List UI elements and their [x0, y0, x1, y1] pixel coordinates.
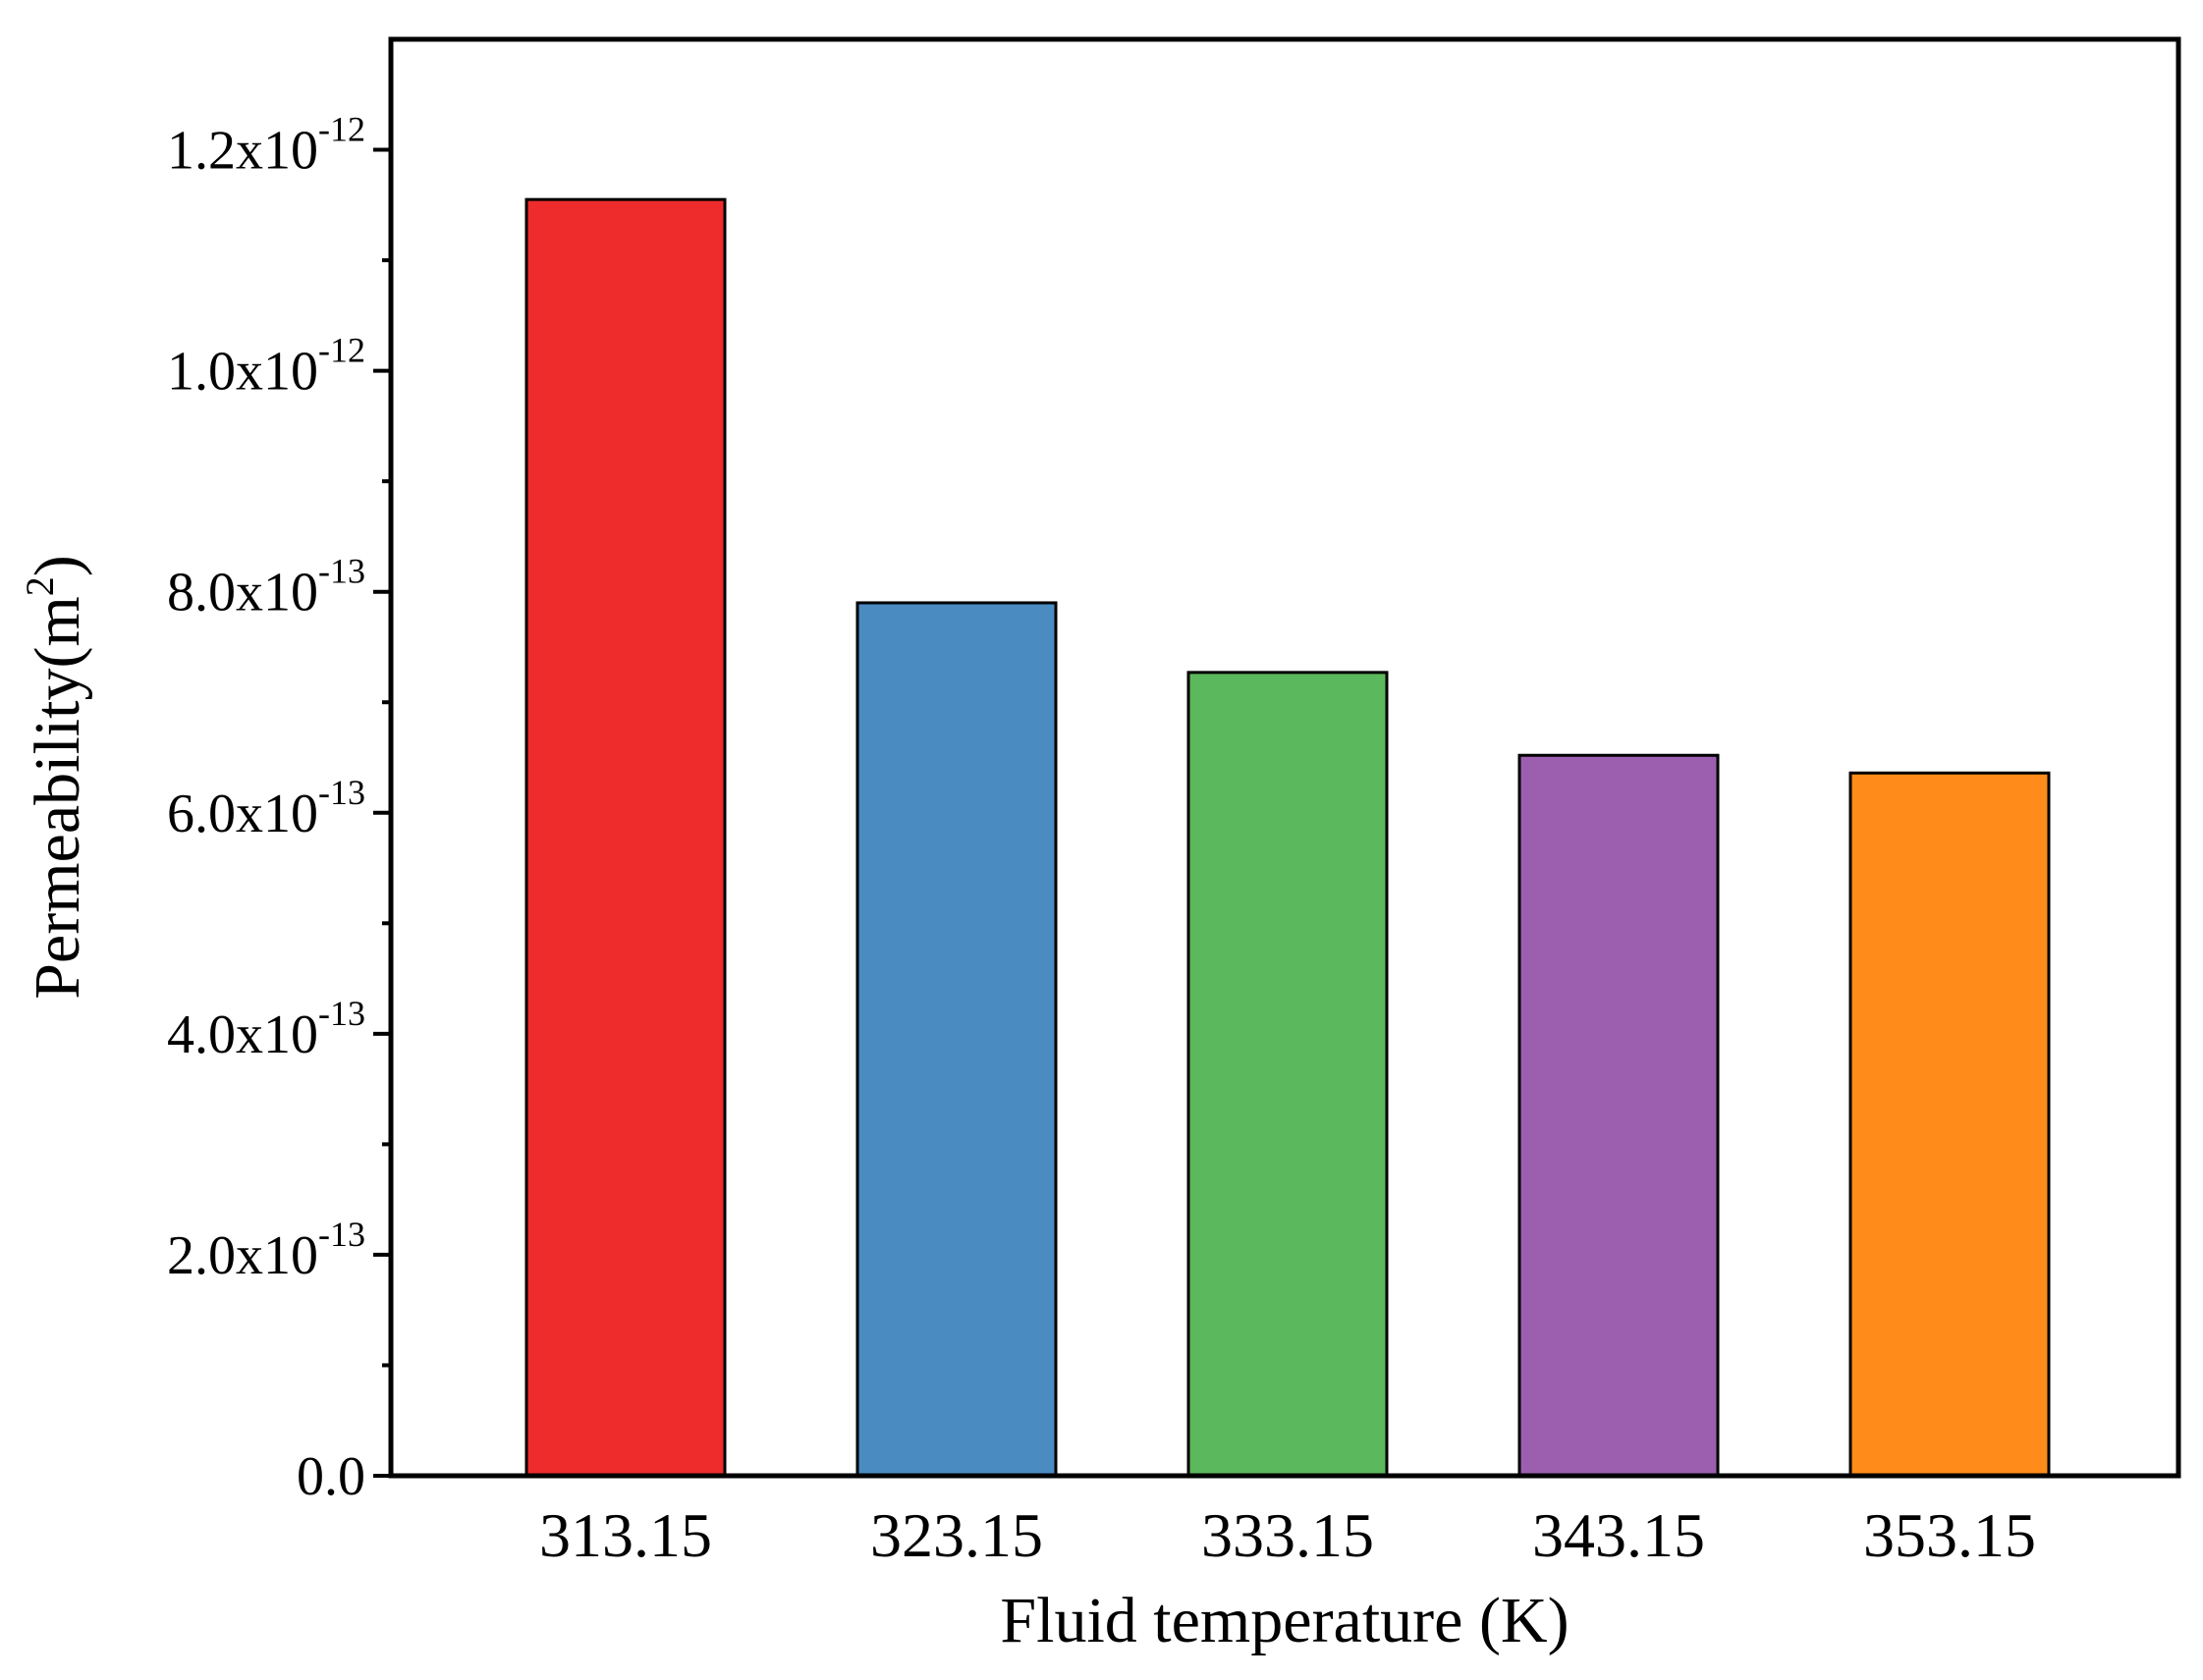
x-tick-label-343.15: 343.15 [1532, 1500, 1705, 1570]
y-tick-exponent: -13 [318, 1215, 365, 1254]
y-axis-title-superscript: 2 [18, 576, 62, 596]
bar-313.15 [524, 197, 727, 1478]
x-tick-label-333.15: 333.15 [1201, 1500, 1374, 1570]
y-tick-exponent: -13 [318, 994, 365, 1033]
y-tick-exponent: -12 [318, 110, 365, 149]
bar-343.15 [1517, 753, 1720, 1478]
y-axis-title-close: ) [22, 555, 93, 576]
bar-333.15 [1186, 671, 1389, 1478]
y-tick-mantissa: 1.2x10 [167, 121, 318, 182]
x-tick-label-323.15: 323.15 [870, 1500, 1043, 1570]
y-tick-mantissa: 2.0x10 [167, 1225, 318, 1286]
y-tick-label-3: 6.0x10-13 [167, 773, 365, 844]
x-axis-title: Fluid temperature (K) [1000, 1585, 1569, 1656]
y-tick-label-2: 4.0x10-13 [167, 994, 365, 1065]
y-axis-title-main: Permeability(m [22, 596, 93, 1000]
y-tick-mantissa: 4.0x10 [167, 1004, 318, 1065]
y-axis-ticks: 0.02.0x10-134.0x10-136.0x10-138.0x10-131… [167, 110, 391, 1507]
y-tick-label-0: 0.0 [297, 1446, 365, 1507]
y-tick-label-1: 2.0x10-13 [167, 1215, 365, 1286]
bar-323.15 [855, 601, 1058, 1478]
x-tick-label-353.15: 353.15 [1863, 1500, 2036, 1570]
y-tick-mantissa: 6.0x10 [167, 784, 318, 844]
bar-353.15 [1848, 771, 2051, 1478]
y-tick-exponent: -12 [318, 331, 365, 370]
y-tick-mantissa: 1.0x10 [167, 342, 318, 403]
bars-group [524, 197, 2051, 1478]
plot-frame [388, 36, 2181, 1479]
y-tick-mantissa: 8.0x10 [167, 563, 318, 623]
y-tick-label-5: 1.0x10-12 [167, 331, 365, 403]
x-axis-ticks: 313.15 323.15 333.15 343.15 353.15 [539, 1500, 2036, 1570]
y-axis-title: Permeability(m2) [18, 555, 93, 1000]
y-tick-label-6: 1.2x10-12 [167, 110, 365, 182]
y-tick-exponent: -13 [318, 552, 365, 591]
y-tick-label-4: 8.0x10-13 [167, 552, 365, 623]
y-tick-exponent: -13 [318, 773, 365, 812]
y-tick-mantissa: 0.0 [297, 1446, 365, 1507]
x-tick-label-313.15: 313.15 [539, 1500, 712, 1570]
